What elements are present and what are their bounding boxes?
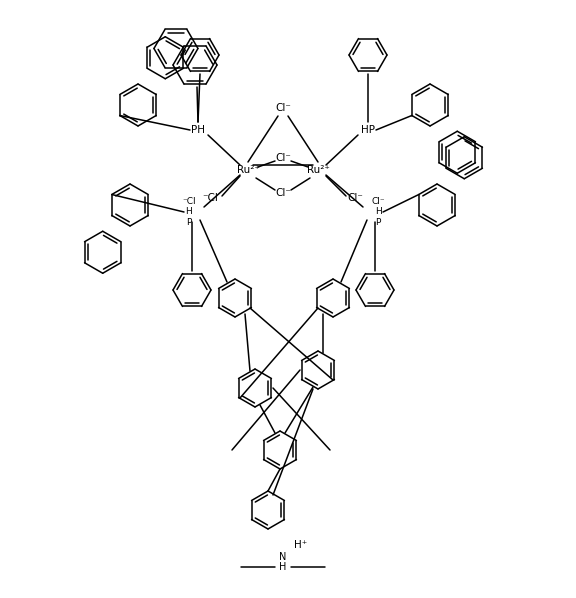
Text: HP: HP [361,125,375,135]
Text: N: N [279,552,287,562]
Text: Ru²⁺: Ru²⁺ [237,165,259,175]
Text: H⁺: H⁺ [294,540,308,550]
Text: Cl⁻
H
P: Cl⁻ H P [371,197,385,227]
Text: PH: PH [191,125,205,135]
Text: ⁻Cl
H
P: ⁻Cl H P [182,197,196,227]
Text: H: H [279,562,287,572]
Text: Cl⁻: Cl⁻ [275,153,291,163]
Text: Cl⁻: Cl⁻ [275,188,291,198]
Text: ⁻Cl: ⁻Cl [202,193,218,203]
Text: Cl⁻: Cl⁻ [347,193,363,203]
Text: Ru²⁺: Ru²⁺ [306,165,329,175]
Text: Cl⁻: Cl⁻ [275,103,291,113]
